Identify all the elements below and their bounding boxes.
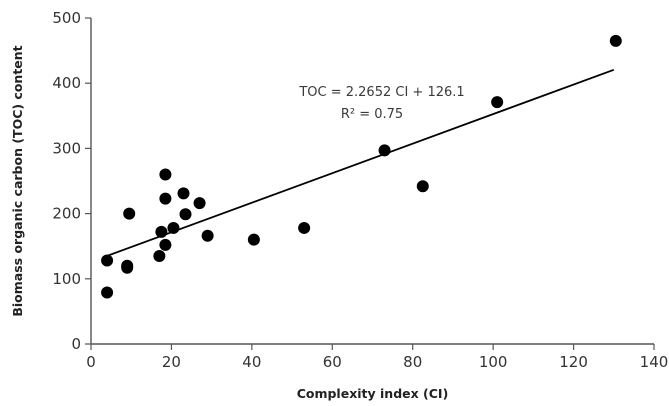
data-point bbox=[123, 207, 136, 220]
trendline-equation: TOC = 2.2652 CI + 126.1 bbox=[298, 85, 464, 100]
y-tick-label: 200 bbox=[52, 205, 81, 223]
data-point bbox=[416, 180, 429, 193]
x-tick-label: 40 bbox=[242, 353, 261, 371]
y-tick-label: 500 bbox=[52, 9, 81, 27]
data-point bbox=[167, 221, 180, 234]
y-tick-label: 400 bbox=[52, 74, 81, 92]
x-tick-label: 140 bbox=[640, 353, 669, 371]
x-axis-title: Complexity index (CI) bbox=[297, 386, 449, 401]
data-point bbox=[298, 221, 311, 234]
data-point bbox=[155, 225, 168, 238]
data-point bbox=[159, 238, 172, 251]
x-tick-label: 20 bbox=[162, 353, 181, 371]
x-tick-label: 80 bbox=[403, 353, 422, 371]
points-group bbox=[101, 34, 622, 299]
data-point bbox=[101, 286, 114, 299]
data-point bbox=[609, 34, 622, 47]
label-group: TOC = 2.2652 CI + 126.1 R² = 0.75 Comple… bbox=[10, 45, 465, 401]
x-tick-label: 100 bbox=[479, 353, 508, 371]
data-point bbox=[177, 187, 190, 200]
data-point bbox=[159, 168, 172, 181]
y-axis-title: Biomass organic carbon (TOC) content bbox=[10, 45, 25, 316]
data-point bbox=[153, 249, 166, 262]
y-tick-label: 100 bbox=[52, 270, 81, 288]
data-point bbox=[179, 208, 192, 221]
r-squared-label: R² = 0.75 bbox=[341, 107, 403, 122]
data-point bbox=[121, 261, 134, 274]
trendline bbox=[106, 68, 615, 257]
data-point bbox=[193, 197, 206, 210]
trendline-group bbox=[106, 68, 615, 257]
y-tick-label: 300 bbox=[52, 139, 81, 157]
tick-group: 0 20 40 60 80 100 120 140 0 100 200 300 400 500 bbox=[52, 9, 668, 371]
data-point bbox=[201, 229, 214, 242]
data-point bbox=[159, 192, 172, 205]
x-tick-label: 0 bbox=[86, 353, 96, 371]
x-tick-label: 60 bbox=[323, 353, 342, 371]
y-tick-label: 0 bbox=[71, 335, 81, 353]
x-tick-label: 120 bbox=[559, 353, 588, 371]
data-point bbox=[491, 96, 504, 109]
data-point bbox=[247, 233, 260, 246]
data-point bbox=[101, 254, 114, 267]
data-point bbox=[378, 144, 391, 157]
axes bbox=[90, 18, 654, 345]
